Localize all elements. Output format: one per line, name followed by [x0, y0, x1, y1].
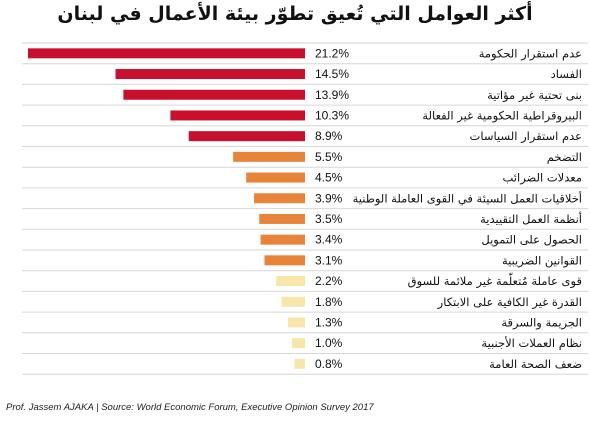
category-label: ضعف الصحة العامة [489, 357, 582, 371]
bar [281, 296, 305, 307]
value-label: 8.9% [315, 129, 343, 143]
category-label: أخلاقيات العمل السيئة في القوى العاملة ا… [353, 190, 582, 206]
bar [115, 69, 305, 80]
value-label: 21.2% [315, 46, 349, 60]
bar-chart: 21.2% عدم استقرار الحكومة 14.5% الفساد 13.9%… [22, 42, 588, 375]
value-label: 3.9% [315, 191, 343, 205]
bar [288, 317, 305, 328]
value-label: 14.5% [315, 67, 349, 81]
bar [123, 89, 305, 100]
bar [259, 213, 305, 224]
bar [291, 338, 305, 349]
bar [233, 151, 305, 162]
value-label: 1.0% [315, 336, 343, 350]
value-label: 0.8% [315, 357, 343, 371]
category-label: بنى تحتية غير مؤاتية [487, 88, 582, 103]
source-footer: Prof. Jassem AJAKA | Source: World Econo… [6, 402, 374, 413]
value-label: 3.4% [315, 233, 343, 247]
value-label: 1.8% [315, 295, 343, 309]
value-label: 5.5% [315, 150, 343, 164]
category-label: معدلات الضرائب [503, 171, 583, 186]
value-label: 3.5% [315, 212, 343, 226]
bar [260, 234, 305, 245]
value-label: 10.3% [315, 108, 349, 122]
category-label: أنظمة العمل التقييدية [480, 211, 582, 226]
bar [170, 110, 305, 121]
bar [294, 358, 305, 369]
category-label: القوانين الضريبية [502, 253, 582, 268]
category-label: الفساد [551, 67, 582, 81]
bar [264, 255, 305, 266]
value-label: 1.3% [315, 315, 343, 329]
category-label: البيروقراطية الحكومية غير الفعالة [422, 108, 582, 123]
bar [246, 172, 305, 183]
chart-title: أكثر العوامل التي تُعيق تطوّر بيئة الأعم… [57, 3, 533, 25]
bar [276, 276, 305, 287]
bar [28, 48, 305, 59]
category-label: القدرة غير الكافية على الابتكار [437, 295, 582, 310]
bar [254, 193, 305, 204]
category-label: الجريمة والسرقة [501, 315, 582, 330]
bar [188, 131, 305, 142]
category-label: عدم استقرار السياسات [470, 129, 582, 144]
category-label: عدم استقرار الحكومة [479, 46, 582, 61]
value-label: 4.5% [315, 171, 343, 185]
category-label: الحصول على التمويل [481, 233, 582, 248]
value-label: 2.2% [315, 274, 343, 288]
value-label: 3.1% [315, 253, 343, 267]
category-label: نظام العملات الأجنبية [481, 336, 582, 350]
value-label: 13.9% [315, 88, 349, 102]
category-label: قوى عاملة مُتعلّمة غير ملائمة للسوق [408, 273, 582, 290]
category-label: التضخم [547, 150, 582, 164]
